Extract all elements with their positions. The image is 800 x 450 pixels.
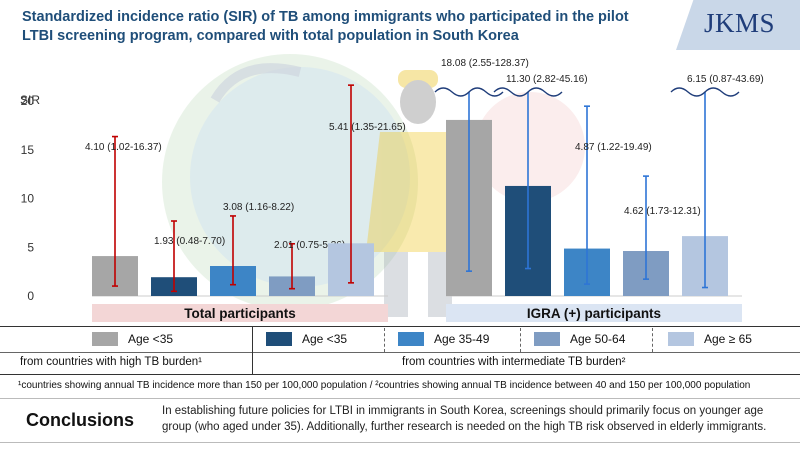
footnote: ¹countries showing annual TB incidence m… (18, 380, 751, 391)
sir-bar-chart: SIR 0 5 10 15 20 Total participants IGRA (+) p… (20, 54, 764, 322)
origin-intermediate-burden: from countries with intermediate TB burd… (402, 356, 626, 368)
legend-swatch (668, 332, 694, 346)
data-label: 3.08 (1.16-8.22) (223, 202, 294, 213)
group-label: IGRA (+) participants (527, 306, 661, 321)
data-label: 4.10 (1.02-16.37) (85, 142, 162, 153)
legend-sep-1 (384, 328, 385, 352)
y-axis: SIR 0 5 10 15 20 (20, 93, 40, 303)
origin-high-burden: from countries with high TB burden¹ (20, 356, 202, 368)
legend-swatch (266, 332, 292, 346)
conclusions-text: In establishing future policies for LTBI… (162, 405, 767, 433)
y-axis-label: SIR (20, 93, 40, 107)
legend-swatch (398, 332, 424, 346)
journal-logo: JKMS (676, 0, 800, 50)
data-label: 5.41 (1.35-21.65) (329, 122, 406, 133)
legend-mid-border (0, 352, 800, 353)
group-band (92, 304, 388, 322)
group-label: Total participants (184, 306, 296, 321)
data-label: 4.87 (1.22-19.49) (575, 142, 652, 153)
conclusions-title: Conclusions (26, 410, 135, 430)
y-tick-label: 0 (27, 289, 34, 303)
worker-figure (366, 70, 470, 317)
axis-break (670, 87, 740, 97)
y-tick-label: 5 (27, 240, 34, 254)
logo-text: JKMS (704, 8, 776, 38)
legend-item-age-35-49: Age 35-49 (398, 332, 489, 346)
data-label: 2.01 (0.75-5.36) (274, 240, 345, 251)
legend-item-age-50-64: Age 50-64 (534, 332, 625, 346)
group-band (446, 304, 742, 322)
data-label: 18.08 (2.55-128.37) (441, 58, 529, 69)
legend-sep-2 (520, 328, 521, 352)
y-tick-label: 15 (21, 143, 35, 157)
footnote-divider (0, 398, 800, 399)
legend-sep-3 (652, 328, 653, 352)
legend-swatch (534, 332, 560, 346)
legend-item-age-65-plus: Age ≥ 65 (668, 332, 752, 346)
legend-bottom-border (0, 374, 800, 375)
background-illustration (162, 54, 585, 317)
legend-swatch (92, 332, 118, 346)
data-label: 11.30 (2.82-45.16) (506, 74, 588, 85)
data-label: 6.15 (0.87-43.69) (687, 74, 764, 85)
y-tick-label: 10 (21, 192, 35, 206)
legend-top-border (0, 326, 800, 327)
legend-item-age-under35-high: Age <35 (92, 332, 173, 346)
legend-divider (252, 326, 253, 374)
legend-item-age-under35: Age <35 (266, 332, 347, 346)
data-label: 4.62 (1.73-12.31) (624, 206, 701, 217)
chart-title: Standardized incidence ratio (SIR) of TB… (22, 9, 629, 44)
data-label: 1.93 (0.48-7.70) (154, 236, 225, 247)
axis-break (434, 87, 504, 97)
y-tick-label: 20 (21, 94, 35, 108)
bottom-divider (0, 442, 800, 443)
axis-break (493, 87, 563, 97)
